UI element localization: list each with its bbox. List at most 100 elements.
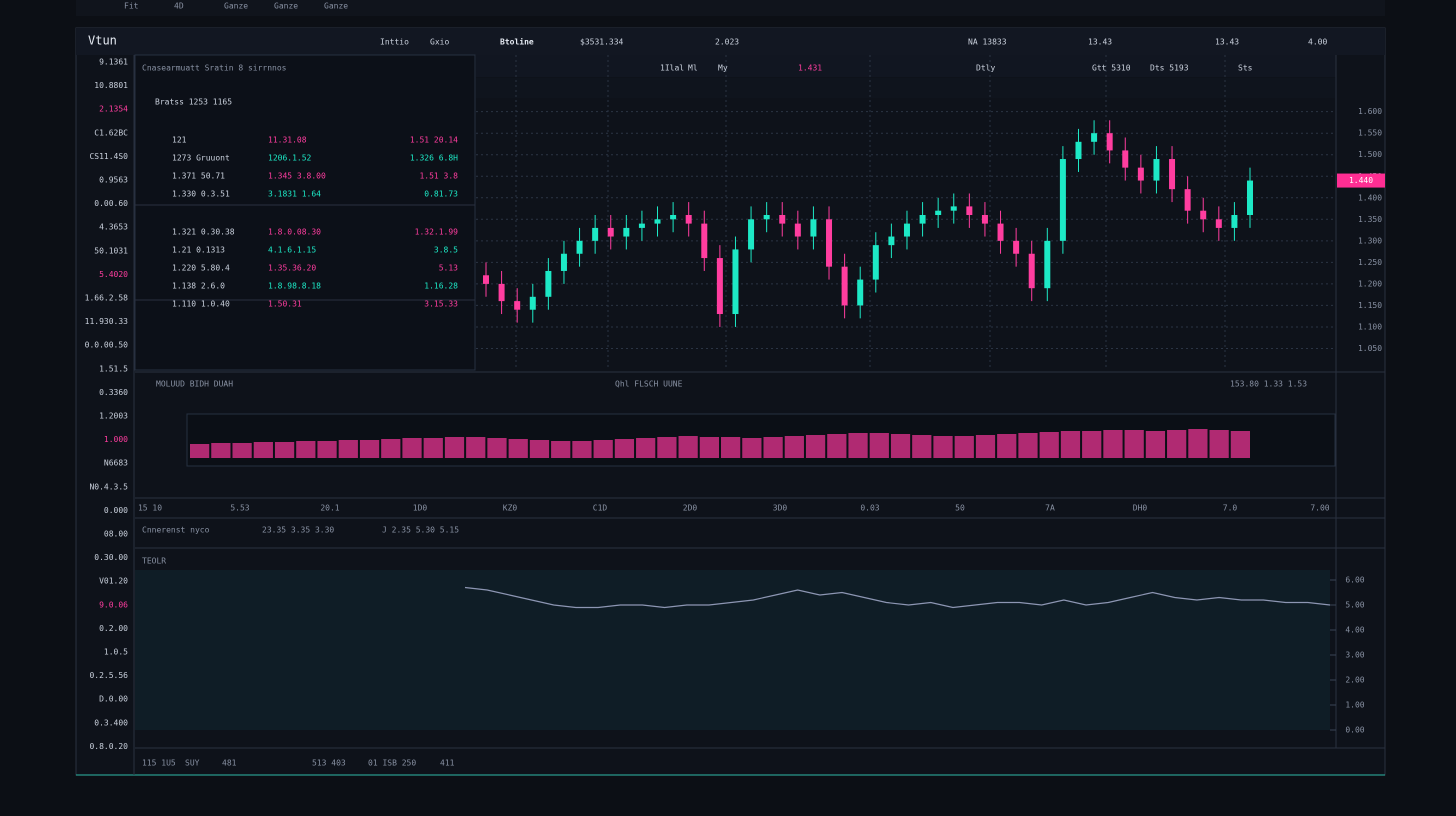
- label: 121: [172, 136, 187, 145]
- label: CS11.4S0: [89, 152, 128, 161]
- label: KZ0: [503, 504, 518, 513]
- label: SUY: [185, 759, 200, 768]
- label: 2D0: [683, 504, 698, 513]
- candle-body: [1106, 133, 1113, 151]
- label: D.0.00: [99, 695, 128, 704]
- label: TEOLR: [142, 557, 166, 566]
- label: N6683: [104, 459, 128, 468]
- label: 50: [955, 504, 965, 513]
- label: 1.300: [1358, 236, 1382, 245]
- label: 13.43: [1088, 38, 1112, 47]
- label: DH0: [1133, 504, 1148, 513]
- volume-bar: [1230, 431, 1250, 458]
- label: 9.1361: [99, 58, 128, 67]
- candle-body: [1231, 215, 1238, 228]
- label: My: [718, 64, 728, 73]
- label: Inttio: [380, 38, 409, 47]
- candle-body: [670, 215, 677, 220]
- toolbar: [76, 28, 1385, 55]
- volume-bar: [721, 437, 741, 458]
- volume-bar: [317, 441, 337, 458]
- volume-bar: [975, 435, 996, 458]
- label: 411: [440, 759, 455, 768]
- label: 1.138 2.6.0: [172, 282, 225, 291]
- label: 1.51.5: [99, 364, 128, 373]
- label: C1.62BC: [94, 128, 128, 137]
- label: 2.023: [715, 38, 739, 47]
- volume-bar: [1018, 433, 1038, 458]
- label: 1.326 6.8H: [410, 154, 458, 163]
- label: Bratss 1253 1165: [155, 98, 232, 107]
- label: 1.150: [1358, 301, 1382, 310]
- label: 1.8.98.8.18: [268, 282, 321, 291]
- label: 0.00: [1345, 726, 1364, 735]
- volume-bar: [912, 435, 932, 458]
- label: Cnasearmuatt Sratin 8 sirrnnos: [142, 64, 287, 73]
- label: Ml: [688, 64, 698, 73]
- volume-bar: [699, 437, 719, 458]
- indicator-pane: [135, 570, 1330, 730]
- label: 115 1U5: [142, 759, 176, 768]
- label: 3.1831 1.64: [268, 190, 321, 199]
- label: Ganze: [274, 2, 298, 11]
- label: 1.220 5.80.4: [172, 264, 230, 273]
- label: 5.13: [439, 264, 458, 273]
- label: Qhl FLSCH UUNE: [615, 380, 683, 389]
- label: 1.050: [1358, 344, 1382, 353]
- label: 1.50.31: [268, 300, 302, 309]
- volume-bar: [784, 436, 804, 458]
- candle-body: [1091, 133, 1098, 142]
- candle-body: [857, 279, 864, 306]
- label: 1.16.28: [424, 282, 458, 291]
- label: 1.100: [1358, 322, 1382, 331]
- volume-bar: [190, 444, 210, 458]
- candle-body: [794, 223, 801, 237]
- label: 50.1031: [94, 246, 128, 255]
- candle-body: [1200, 210, 1207, 220]
- candle-body: [810, 219, 817, 237]
- label: 0.2.5.56: [89, 671, 128, 680]
- candle-body: [872, 245, 879, 280]
- label: V01.20: [99, 577, 128, 586]
- label: 4D: [174, 2, 184, 11]
- candle-body: [545, 270, 552, 297]
- last-price-tag: [1337, 173, 1385, 188]
- label: 23.35 3.35 3.30: [262, 526, 334, 535]
- volume-bar: [1039, 432, 1059, 458]
- label: 0.9563: [99, 176, 128, 185]
- candle-body: [483, 275, 489, 284]
- label: 0.3360: [99, 388, 128, 397]
- candle-body: [716, 258, 723, 315]
- candle-body: [950, 206, 957, 211]
- volume-bar: [1082, 431, 1102, 458]
- label: 1.35.36.20: [268, 264, 316, 273]
- label: 0.03: [860, 504, 879, 513]
- label: 0.000: [104, 506, 128, 515]
- label: 1.200: [1358, 279, 1382, 288]
- label: 10.8801: [94, 81, 128, 90]
- label: 1Ilal: [660, 64, 684, 73]
- volume-bar: [338, 440, 358, 458]
- label: 13.43: [1215, 38, 1239, 47]
- volume-bar: [890, 434, 911, 458]
- label: 2.1354: [99, 105, 128, 114]
- label: 3.8.5: [434, 246, 458, 255]
- volume-bar: [572, 441, 592, 458]
- label: 1.110 1.0.40: [172, 300, 230, 309]
- volume-bar: [827, 434, 847, 458]
- label: 1.500: [1358, 150, 1382, 159]
- label: 7.0: [1223, 504, 1238, 513]
- volume-bar: [1145, 431, 1166, 458]
- label: 7A: [1045, 504, 1055, 513]
- volume-bar: [1103, 430, 1123, 458]
- candle-body: [654, 219, 661, 224]
- label: 01 ISB 250: [368, 759, 416, 768]
- label: 1.600: [1358, 107, 1382, 116]
- volume-bar: [848, 433, 868, 458]
- label: Ganze: [324, 2, 348, 11]
- volume-bar: [466, 437, 486, 458]
- label: 4.3653: [99, 223, 128, 232]
- candle-body: [1184, 189, 1191, 211]
- volume-bar: [742, 438, 762, 458]
